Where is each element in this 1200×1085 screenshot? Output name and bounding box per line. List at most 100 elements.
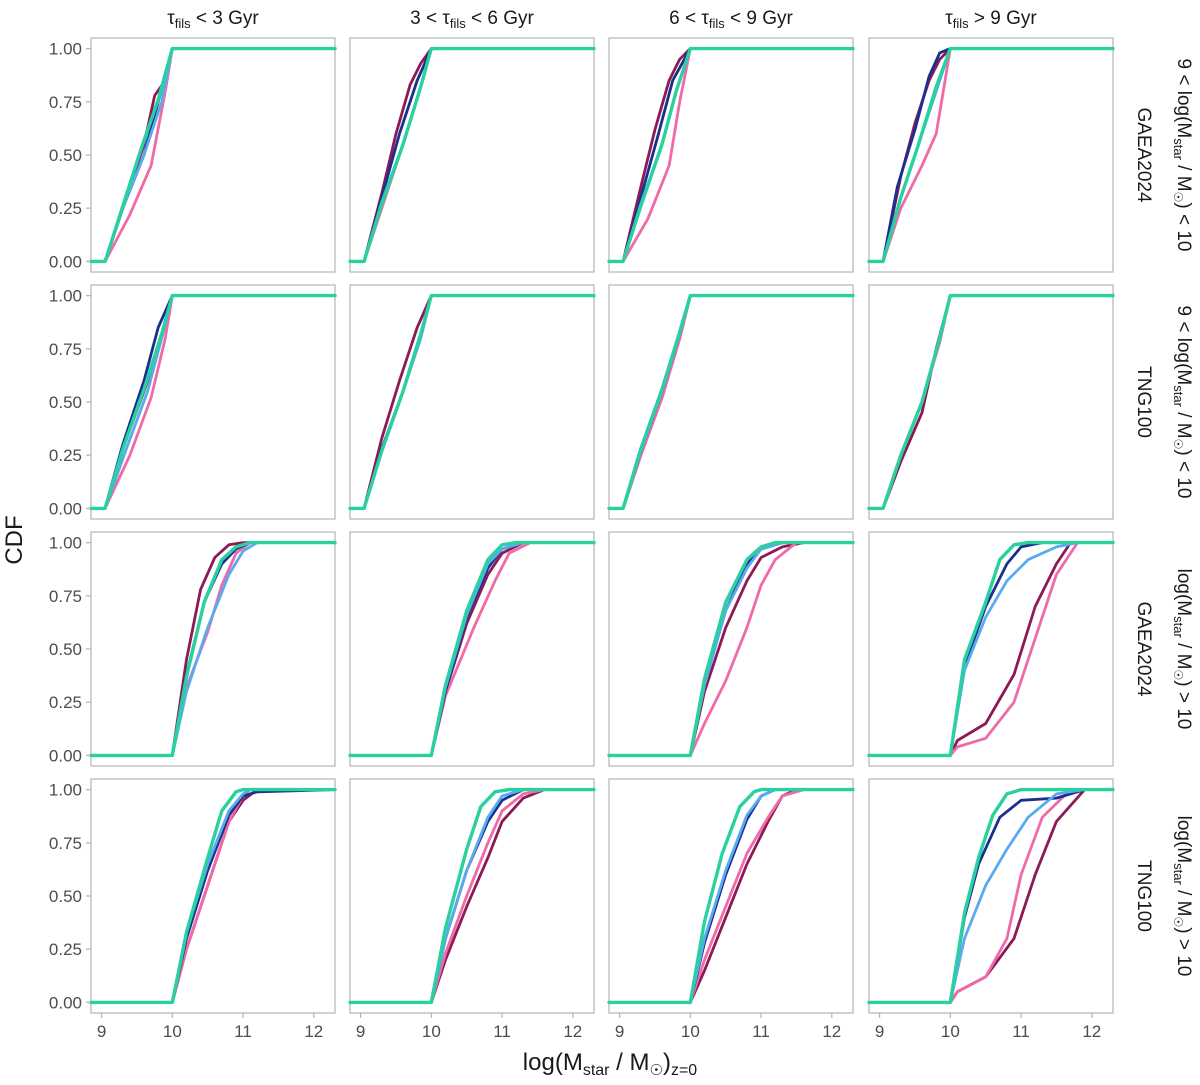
cdf-line-series-5 [89,293,337,511]
y-tick-label: 0.00 [49,993,82,1012]
y-tick-label: 0.75 [49,834,82,853]
row-strip-mass-range-1: 9 < log(Mstar / M☉) < 10 [1171,59,1194,252]
cdf-line-series-2 [867,788,1115,1004]
panel-frame [608,37,854,273]
y-tick-label: 0.50 [49,146,82,165]
panel-r4-c1 [89,778,337,1014]
panel-r4-c4 [867,778,1115,1014]
panel-frame [608,531,854,767]
cdf-line-series-5 [607,787,855,1005]
cdf-line-series-5 [867,46,1115,264]
y-tick-label: 0.50 [49,393,82,412]
panel-frame [868,778,1114,1014]
x-axis-title: log(Mstar / M☉)z=0 [523,1049,697,1079]
panel-frame [90,284,336,520]
panel-frame [868,284,1114,520]
x-tick-label: 12 [563,1022,582,1041]
cdf-line-series-2 [867,541,1115,757]
cdf-line-series-5 [867,787,1115,1005]
x-tick-label: 12 [1082,1022,1101,1041]
panel-frame [349,37,595,273]
panel-frame [868,531,1114,767]
panel-r3-c1 [89,531,337,767]
panel-frame [349,284,595,520]
y-tick-label: 0.25 [49,199,82,218]
x-tick-label: 12 [822,1022,841,1041]
cdf-line-series-5 [867,540,1115,758]
x-tick-label: 11 [493,1022,511,1041]
cdf-line-series-5 [348,787,596,1005]
y-tick-label: 0.25 [49,693,82,712]
y-tick-label: 1.00 [49,534,82,553]
y-tick-label: 1.00 [49,781,82,800]
row-strip-mass-range-3: log(Mstar / M☉) > 10 [1171,569,1194,730]
y-tick-label: 0.25 [49,446,82,465]
panel-frame [868,37,1114,273]
x-tick-label: 11 [234,1022,252,1041]
panel-r2-c3 [607,284,855,520]
column-strip-label-4: τfils > 9 Gyr [945,8,1037,31]
x-tick-label: 11 [752,1022,770,1041]
panel-frame [90,778,336,1014]
cdf-line-series-5 [89,540,337,758]
row-strip-model-1: GAEA2024 [1133,107,1154,202]
panel-r2-c4 [867,284,1115,520]
x-tick-label: 10 [681,1022,700,1041]
panel-r1-c4 [867,37,1115,273]
y-tick-label: 0.25 [49,940,82,959]
y-tick-label: 0.00 [49,746,82,765]
panel-frame [608,284,854,520]
panel-r1-c2 [348,37,596,273]
panel-r4-c3 [607,778,855,1014]
panel-r2-c1 [89,284,337,520]
panel-r3-c4 [867,531,1115,767]
y-tick-label: 0.50 [49,640,82,659]
y-axis-title: CDF [1,515,28,564]
panel-r2-c2 [348,284,596,520]
x-tick-label: 9 [356,1022,365,1041]
cdf-line-series-5 [867,293,1115,511]
panel-r1-c3 [607,37,855,273]
row-strip-model-3: GAEA2024 [1133,601,1154,696]
cdf-line-series-5 [89,787,337,1005]
cdf-line-series-5 [607,540,855,758]
panel-r3-c2 [348,531,596,767]
column-strip-label-3: 6 < τfils < 9 Gyr [669,8,793,31]
cdf-line-series-2 [607,541,855,757]
cdf-line-series-5 [348,540,596,758]
panel-r3-c3 [607,531,855,767]
x-tick-label: 10 [941,1022,960,1041]
column-strip-label-1: τfils < 3 Gyr [167,8,259,31]
panel-r4-c2 [348,778,596,1014]
row-strip-mass-range-4: log(Mstar / M☉) > 10 [1171,816,1194,977]
row-strip-model-2: TNG100 [1133,366,1154,438]
x-tick-label: 11 [1012,1022,1030,1041]
panel-r1-c1 [89,37,337,273]
y-tick-label: 0.50 [49,887,82,906]
panel-frame [90,531,336,767]
y-tick-label: 0.75 [49,93,82,112]
row-strip-mass-range-2: 9 < log(Mstar / M☉) < 10 [1171,306,1194,499]
x-tick-label: 10 [163,1022,182,1041]
cdf-line-series-5 [607,293,855,511]
x-tick-label: 9 [97,1022,106,1041]
y-tick-label: 1.00 [49,40,82,59]
cdf-line-series-5 [607,46,855,264]
row-strip-model-4: TNG100 [1133,860,1154,932]
y-tick-label: 1.00 [49,287,82,306]
y-tick-label: 0.75 [49,340,82,359]
panel-frame [349,531,595,767]
cdf-line-series-5 [89,46,337,264]
y-tick-label: 0.00 [49,252,82,271]
y-tick-label: 0.00 [49,499,82,518]
y-tick-label: 0.75 [49,587,82,606]
column-strip-label-2: 3 < τfils < 6 Gyr [410,8,534,31]
x-tick-label: 9 [615,1022,624,1041]
x-tick-label: 10 [422,1022,441,1041]
panel-frame [90,37,336,273]
cdf-line-series-5 [348,46,596,264]
cdf-line-series-5 [348,293,596,511]
x-tick-label: 9 [875,1022,884,1041]
